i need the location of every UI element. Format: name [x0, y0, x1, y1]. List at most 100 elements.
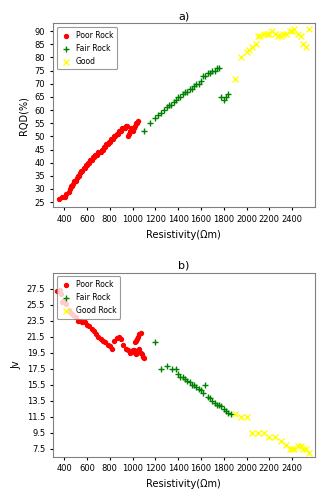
Poor Rock — [133, 119, 139, 127]
Fair Rock — [219, 402, 224, 410]
Poor Rock — [89, 324, 94, 332]
Fair Rock — [189, 85, 194, 93]
Poor Rock — [69, 182, 75, 190]
Poor Rock — [87, 322, 92, 330]
Poor Rock — [105, 340, 110, 348]
Poor Rock — [126, 130, 132, 138]
Title: a): a) — [178, 11, 189, 21]
Poor Rock — [56, 196, 61, 203]
Fair Rock — [205, 70, 210, 78]
Fair Rock — [173, 96, 178, 104]
Good Rock — [284, 440, 289, 448]
Good — [303, 43, 308, 51]
Poor Rock — [84, 162, 90, 170]
Poor Rock — [136, 116, 141, 124]
Fair Rock — [158, 108, 164, 116]
Poor Rock — [141, 354, 147, 362]
Poor Rock — [114, 130, 119, 138]
Good — [301, 40, 306, 48]
Fair Rock — [216, 64, 222, 72]
Fair Rock — [200, 72, 206, 80]
Poor Rock — [137, 330, 142, 338]
Poor Rock — [78, 169, 83, 177]
Poor Rock — [139, 350, 144, 358]
Good — [287, 27, 292, 35]
Poor Rock — [59, 298, 65, 306]
Fair Rock — [216, 400, 222, 408]
Poor Rock — [81, 164, 86, 172]
Poor Rock — [76, 172, 82, 180]
Fair Rock — [219, 93, 224, 101]
Poor Rock — [111, 135, 116, 143]
Good Rock — [287, 444, 292, 452]
Fair Rock — [187, 378, 192, 386]
Good Rock — [292, 444, 297, 452]
Poor Rock — [94, 330, 99, 338]
Fair Rock — [205, 392, 210, 400]
Fair Rock — [221, 96, 226, 104]
Poor Rock — [110, 135, 115, 143]
Poor Rock — [73, 314, 78, 322]
Poor Rock — [112, 336, 117, 344]
Fair Rock — [203, 72, 208, 80]
Poor Rock — [88, 156, 93, 164]
Poor Rock — [73, 177, 78, 185]
Fair Rock — [170, 364, 175, 372]
Legend: Poor Rock, Fair Rock, Good Rock: Poor Rock, Fair Rock, Good Rock — [57, 276, 120, 318]
Poor Rock — [107, 342, 112, 350]
Fair Rock — [187, 85, 192, 93]
Poor Rock — [121, 340, 126, 348]
Y-axis label: RQD(%): RQD(%) — [19, 96, 29, 135]
Fair Rock — [196, 384, 201, 392]
Poor Rock — [59, 193, 65, 201]
Good — [246, 46, 251, 54]
Good Rock — [295, 442, 300, 450]
Poor Rock — [135, 119, 140, 127]
Poor Rock — [82, 164, 87, 172]
Poor Rock — [103, 338, 108, 346]
Poor Rock — [75, 316, 81, 324]
Poor Rock — [123, 122, 128, 130]
Poor Rock — [96, 148, 101, 156]
Fair Rock — [226, 408, 231, 416]
Poor Rock — [123, 344, 128, 352]
Poor Rock — [95, 151, 100, 159]
Fair Rock — [228, 410, 233, 418]
Poor Rock — [105, 140, 110, 148]
Poor Rock — [55, 287, 60, 295]
Good — [295, 30, 300, 38]
Poor Rock — [101, 143, 107, 151]
Poor Rock — [128, 348, 133, 356]
Poor Rock — [79, 166, 84, 174]
Fair Rock — [203, 380, 208, 388]
Fair Rock — [178, 372, 183, 380]
Good — [244, 48, 249, 56]
Good — [258, 32, 263, 40]
Poor Rock — [64, 190, 69, 198]
Poor Rock — [107, 138, 112, 145]
Good Rock — [255, 428, 260, 436]
Good — [269, 27, 274, 35]
Good — [261, 30, 266, 38]
Poor Rock — [80, 166, 85, 174]
Fair Rock — [200, 388, 206, 396]
Good Rock — [261, 428, 266, 436]
Poor Rock — [114, 334, 119, 342]
Poor Rock — [133, 350, 139, 358]
Good — [273, 30, 278, 38]
Legend: Poor Rock, Fair Rock, Good: Poor Rock, Fair Rock, Good — [57, 27, 117, 70]
Fair Rock — [191, 380, 197, 388]
Poor Rock — [68, 182, 74, 190]
Fair Rock — [164, 362, 170, 370]
Poor Rock — [92, 151, 97, 159]
Poor Rock — [71, 311, 76, 319]
Good — [238, 54, 244, 62]
Good — [255, 32, 260, 40]
Poor Rock — [80, 318, 85, 326]
Fair Rock — [223, 93, 229, 101]
Good — [276, 32, 281, 40]
Poor Rock — [100, 336, 106, 344]
Fair Rock — [169, 101, 174, 109]
Poor Rock — [133, 336, 139, 344]
Poor Rock — [136, 332, 141, 340]
